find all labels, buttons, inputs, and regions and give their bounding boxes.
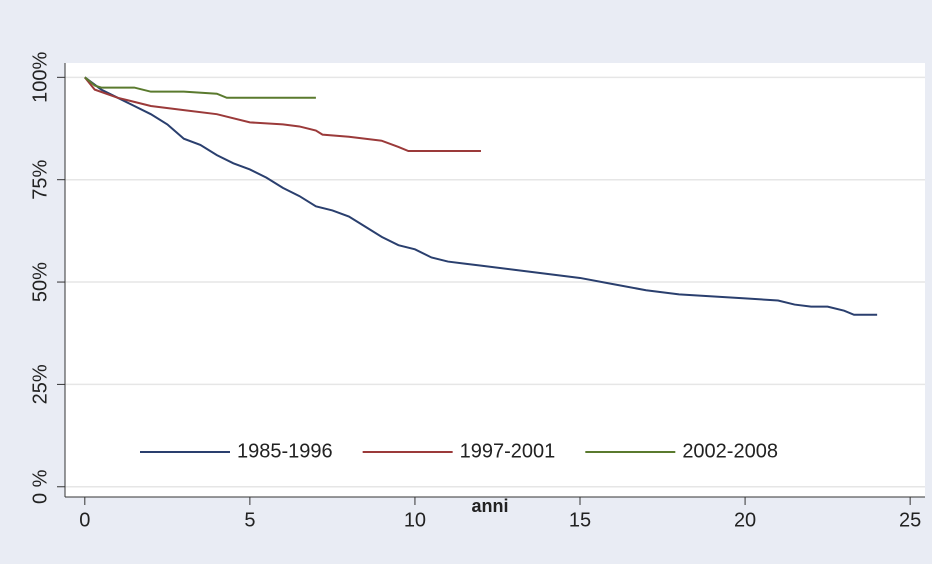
x-tick-label: 25 bbox=[899, 509, 921, 531]
plot-area bbox=[65, 63, 925, 497]
y-tick-label: 25% bbox=[29, 364, 51, 404]
x-tick-label: 20 bbox=[734, 509, 756, 531]
x-tick-label: 15 bbox=[569, 509, 591, 531]
x-tick-label: 0 bbox=[79, 509, 90, 531]
survival-line bbox=[84, 76, 878, 316]
legend-label: 1997-2001 bbox=[460, 440, 556, 462]
x-axis-label: anni bbox=[471, 496, 508, 516]
legend-label: 1985-1996 bbox=[237, 440, 333, 462]
x-tick-label: 5 bbox=[244, 509, 255, 531]
survival-line bbox=[84, 76, 481, 153]
x-tick-label: 10 bbox=[404, 509, 426, 531]
legend-label: 2002-2008 bbox=[682, 440, 778, 462]
y-tick-label: 100% bbox=[29, 52, 51, 103]
y-tick-label: 50% bbox=[29, 262, 51, 302]
y-tick-label: 0 % bbox=[29, 469, 51, 504]
survival-line bbox=[84, 76, 316, 99]
y-tick-label: 75% bbox=[29, 159, 51, 199]
